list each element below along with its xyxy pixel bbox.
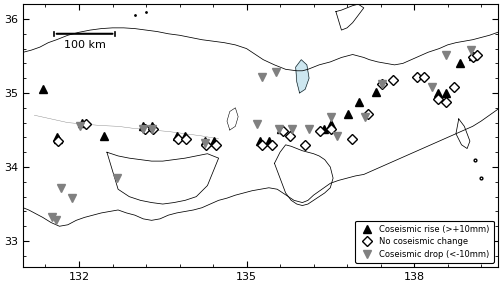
Polygon shape — [295, 60, 309, 93]
Text: 100 km: 100 km — [64, 40, 105, 50]
Legend: Coseismic rise (>+10mm), No coseismic change, Coseismic drop (<-10mm): Coseismic rise (>+10mm), No coseismic ch… — [354, 221, 492, 263]
